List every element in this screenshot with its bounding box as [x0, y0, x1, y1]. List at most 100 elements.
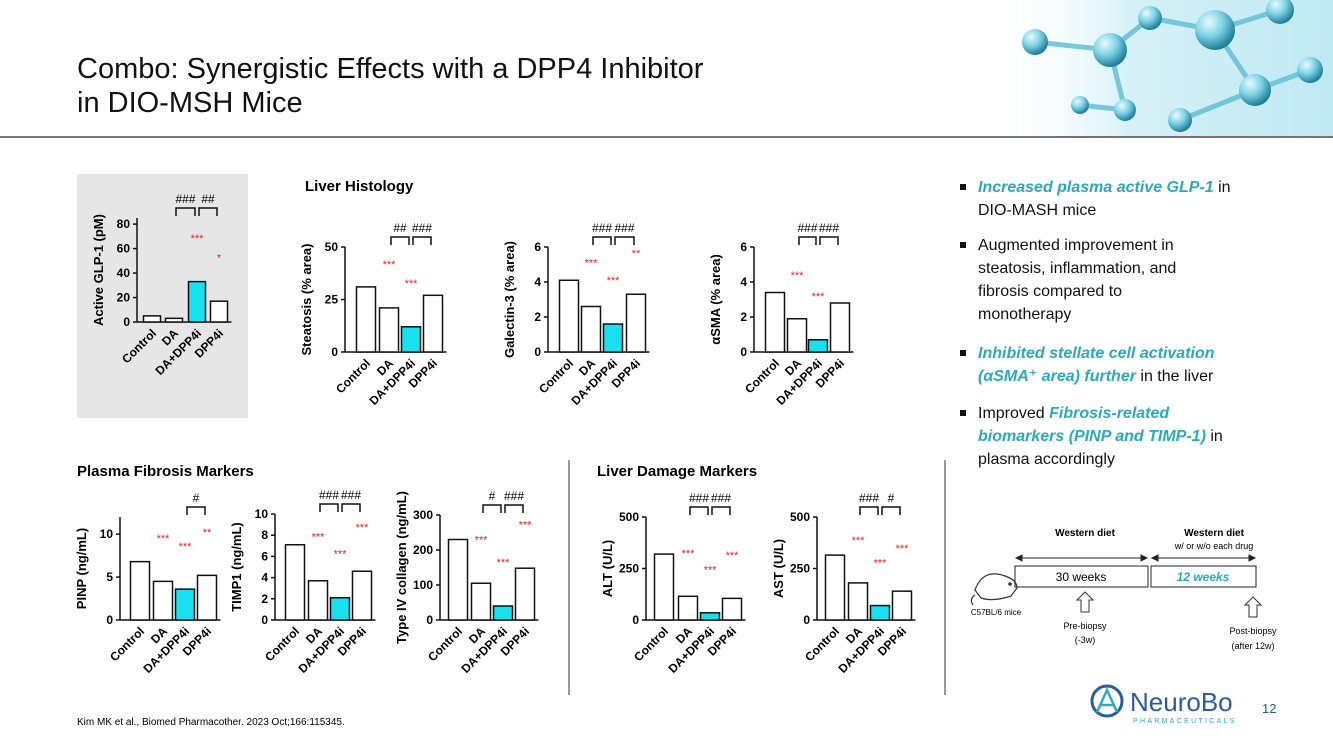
significance-label: ***	[812, 291, 826, 303]
significance-label: ***	[356, 522, 370, 534]
title-line: Combo: Synergistic Effects with a DPP4 I…	[77, 53, 704, 85]
bar	[847, 582, 869, 621]
comparison-label: ###	[797, 221, 817, 235]
y-tick-label: 0	[534, 345, 541, 359]
logo: NeuroBo PHARMACEUTICALS	[1090, 684, 1237, 725]
significance-label: ***	[585, 258, 599, 270]
comparison-bracket	[819, 236, 839, 245]
molecule-decoration	[990, 0, 1333, 136]
bullet-text: in the liver	[1135, 368, 1214, 385]
significance-label: ***	[475, 534, 489, 546]
y-tick-label: 10	[100, 527, 114, 541]
bar	[829, 302, 851, 353]
logo-tagline: PHARMACEUTICALS	[1133, 718, 1237, 725]
significance-label: **	[203, 527, 212, 539]
bar	[891, 590, 913, 621]
bullet-emphasis: Increased plasma active GLP-1	[978, 179, 1214, 196]
bullet-emphasis: Fibrosis-related biomarkers (PINP and TI…	[978, 405, 1206, 445]
bar	[492, 605, 514, 621]
significance-label: ***	[791, 270, 805, 282]
y-axis-label: Active GLP-1 (pM)	[91, 214, 106, 326]
x-tick-label: Control	[107, 624, 147, 664]
title-line: in DIO-MSH Mice	[77, 87, 303, 119]
bar	[284, 543, 306, 621]
biopsy-label: (after 12w)	[1231, 641, 1274, 651]
comparison-label: ###	[711, 491, 731, 505]
bar	[786, 318, 808, 353]
significance-label: ***	[312, 532, 326, 544]
y-tick-label: 40	[117, 266, 131, 280]
y-axis-label: AST (U/L)	[771, 539, 786, 598]
citation: Kim MK et al., Biomed Pharmacother. 2023…	[77, 717, 345, 728]
bar	[400, 326, 422, 353]
bar	[721, 597, 743, 621]
comparison-label: ###	[412, 221, 432, 235]
section-title: Liver Histology	[305, 178, 414, 195]
bar	[514, 567, 536, 621]
bar	[351, 570, 373, 621]
comparison-bracket	[614, 236, 635, 245]
significance-label: ***	[497, 557, 511, 569]
significance-label: ***	[191, 233, 205, 245]
y-tick-label: 4	[534, 275, 541, 289]
comparison-bracket	[592, 236, 612, 245]
y-axis-label: Galectin-3 (% area)	[502, 241, 517, 358]
biopsy-arrow	[1075, 591, 1095, 613]
comparison-label: #	[888, 491, 895, 505]
bar	[196, 574, 218, 621]
significance-label: ***	[157, 533, 171, 545]
y-tick-label: 250	[619, 562, 639, 576]
y-tick-label: 300	[413, 508, 433, 522]
bar	[764, 291, 786, 353]
x-tick-label: Control	[333, 356, 373, 396]
bar	[422, 294, 444, 353]
bar	[174, 588, 196, 621]
significance-label: *	[217, 253, 222, 265]
y-tick-label: 0	[106, 613, 113, 627]
bar	[580, 305, 602, 353]
y-tick-label: 500	[790, 510, 810, 524]
significance-label: ***	[726, 550, 740, 562]
y-tick-label: 0	[123, 315, 130, 329]
bar	[187, 280, 207, 323]
y-tick-label: 60	[117, 242, 131, 256]
x-tick-label: Control	[742, 356, 782, 396]
y-tick-label: 250	[790, 562, 810, 576]
comparison-label: #	[193, 491, 200, 505]
bullet: Improved Fibrosis-related biomarkers (PI…	[960, 402, 1240, 471]
y-tick-label: 2	[534, 310, 541, 324]
y-tick-label: 20	[117, 291, 131, 305]
comparison-bracket	[175, 207, 196, 216]
significance-label: ***	[334, 548, 348, 560]
phase-title: Western diet	[1055, 528, 1115, 539]
x-tick-label: Control	[536, 356, 576, 396]
comparison-label: ##	[201, 192, 215, 206]
comparison-bracket	[881, 506, 901, 515]
y-tick-label: 0	[261, 613, 268, 627]
y-axis-label: PINP (ng/mL)	[74, 528, 89, 609]
bar-chart: 0 100 200 300 Type IV collagen (ng/mL) Contro…	[394, 489, 539, 676]
y-tick-label: 25	[325, 293, 339, 307]
bar	[602, 323, 624, 353]
bar	[653, 553, 675, 621]
y-axis-label: Steatosis (% area)	[299, 244, 314, 356]
subject-label: C57BL/6 mice	[971, 608, 1022, 617]
comparison-bracket	[482, 504, 502, 513]
significance-label: ***	[179, 541, 193, 553]
comparison-bracket	[198, 207, 218, 216]
comparison-label: #	[489, 489, 496, 503]
y-tick-label: 10	[255, 507, 269, 521]
y-axis-label: TIMP1 (ng/mL)	[229, 522, 244, 612]
y-tick-label: 8	[261, 528, 268, 542]
bar	[824, 554, 846, 621]
bar	[355, 286, 377, 353]
comparison-bracket	[186, 506, 206, 515]
phase-box	[1150, 565, 1257, 588]
phase-box	[1014, 565, 1149, 588]
y-tick-label: 0	[632, 613, 639, 627]
